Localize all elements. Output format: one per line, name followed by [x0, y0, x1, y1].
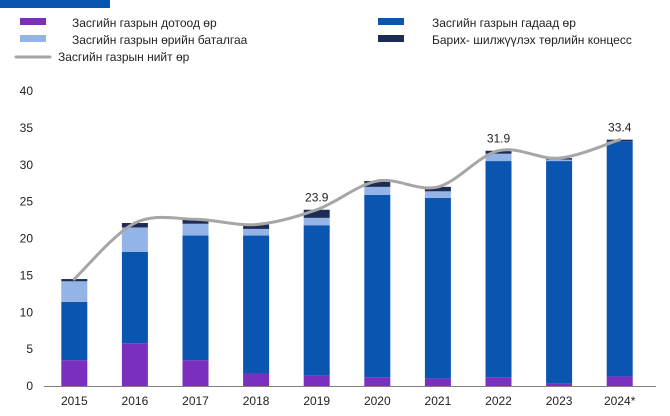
bar-segment-2015-s3	[61, 281, 88, 302]
x-tick-label: 2020	[364, 394, 391, 408]
bar-segment-2023-s2	[546, 161, 573, 384]
bar-segment-2019-s2	[303, 225, 330, 376]
legend-label-2: Засгийн газрын гадаад өр	[432, 16, 576, 30]
legend-label-1: Засгийн газрын дотоод өр	[72, 16, 217, 30]
y-tick-label: 0	[26, 379, 33, 393]
bar-segment-2016-s3	[121, 227, 148, 252]
bar-segment-2024-s1	[606, 376, 633, 386]
bar-segment-2020-s1	[364, 377, 391, 386]
bar-segment-2020-s4	[364, 180, 391, 187]
y-tick-label: 20	[20, 232, 34, 246]
x-tick-label: 2022	[485, 394, 512, 408]
bar-segment-2023-s3	[546, 159, 573, 162]
bar-segment-2021-s2	[424, 197, 451, 379]
bar-segment-2022-s2	[485, 161, 512, 378]
legend-swatch-1	[20, 18, 46, 25]
y-tick-label: 10	[20, 305, 34, 319]
y-axis: 0 5 10 15 20 25 30 35 40	[20, 84, 34, 393]
y-tick-label: 30	[20, 158, 34, 172]
y-tick-label: 15	[20, 268, 34, 282]
y-tick-label: 35	[20, 121, 34, 135]
x-tick-label: 2023	[546, 394, 573, 408]
bar-segment-2021-s1	[424, 378, 451, 386]
bar-segment-2017-s4	[182, 219, 209, 224]
bar-segment-2020-s2	[364, 194, 391, 378]
legend-swatch-2	[378, 18, 404, 25]
data-label-2019: 23.9	[305, 191, 329, 205]
x-tick-label: 2021	[425, 394, 452, 408]
bar-segment-2024-s2	[606, 141, 633, 377]
header-accent-bar	[0, 0, 110, 8]
x-tick-label: 2015	[61, 394, 88, 408]
x-tick-label: 2016	[122, 394, 149, 408]
total-debt-line-path	[72, 138, 622, 281]
x-tick-label: 2019	[303, 394, 330, 408]
bar-segment-2015-s2	[61, 301, 88, 361]
data-label-2024: 33.4	[608, 121, 632, 135]
bar-segment-2020-s3	[364, 186, 391, 195]
total-debt-line	[72, 138, 622, 281]
legend-label-4: Барих- шилжүүлэх төрлийн концесс	[432, 33, 632, 47]
bar-segment-2022-s3	[485, 153, 512, 162]
bars	[61, 139, 633, 386]
bar-segment-2015-s1	[61, 360, 88, 386]
bar-segment-2021-s3	[424, 191, 451, 198]
bar-segment-2019-s1	[303, 375, 330, 386]
data-labels: 23.9 31.9 33.4	[305, 121, 632, 205]
y-tick-label: 40	[20, 84, 34, 98]
bar-segment-2018-s4	[243, 224, 270, 229]
legend-label-3: Засгийн газрын өрийн баталгаа	[72, 33, 248, 47]
bar-segment-2017-s2	[182, 235, 209, 361]
legend-label-5: Засгийн газрын нийт өр	[58, 50, 190, 64]
legend: Засгийн газрын дотоод өр Засгийн газрын г…	[14, 16, 632, 64]
x-tick-label: 2017	[182, 394, 209, 408]
bar-segment-2021-s4	[424, 186, 451, 192]
bar-segment-2023-s1	[546, 383, 573, 386]
y-tick-label: 5	[26, 342, 33, 356]
bar-segment-2022-s1	[485, 377, 512, 386]
x-tick-label: 2018	[243, 394, 270, 408]
bar-segment-2016-s2	[121, 251, 148, 344]
bar-segment-2019-s4	[303, 209, 330, 218]
bar-segment-2018-s2	[243, 235, 270, 374]
data-label-2022: 31.9	[487, 132, 511, 146]
bar-segment-2017-s3	[182, 223, 209, 236]
x-tick-label: 2024*	[604, 394, 636, 408]
bar-segment-2018-s1	[243, 373, 270, 386]
x-axis: 2015 2016 2017 2018 2019 2020 2021 2022 2023 2024…	[44, 386, 656, 408]
legend-swatch-4	[378, 35, 404, 42]
bar-segment-2019-s3	[303, 217, 330, 226]
bar-segment-2016-s1	[121, 343, 148, 386]
legend-swatch-3	[20, 35, 46, 42]
bar-segment-2017-s1	[182, 360, 209, 386]
y-tick-label: 25	[20, 195, 34, 209]
bar-segment-2016-s4	[121, 223, 148, 228]
bar-segment-2018-s3	[243, 228, 270, 236]
